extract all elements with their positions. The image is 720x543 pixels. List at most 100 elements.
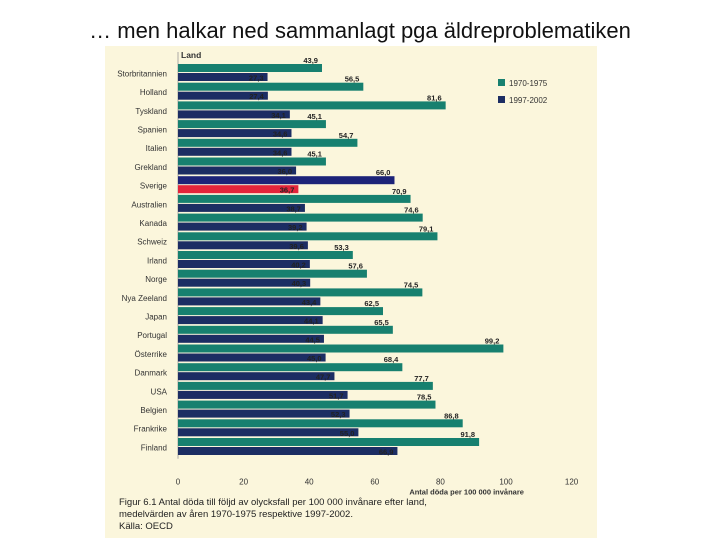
bar-1970-1975 [178, 288, 423, 297]
bar-1970-1975 [178, 213, 423, 222]
bar-value-label-1970-1975: 45,1 [307, 112, 322, 121]
category-label: Holland [140, 88, 167, 97]
bar-value-label-1970-1975: 62,5 [364, 299, 379, 308]
category-label: Tyskland [135, 107, 167, 116]
bar-value-label-1970-1975: 70,9 [392, 187, 407, 196]
bar-1997-2002 [178, 260, 310, 268]
bar-value-label-1997-2002: 52,3 [331, 410, 346, 419]
category-label: Grekland [135, 163, 167, 172]
bar-value-label-1997-2002: 39,2 [288, 223, 303, 232]
bar-value-label-1997-2002: 40,2 [291, 261, 306, 270]
legend-label-1: 1970-1975 [509, 79, 548, 88]
category-label: Kanada [139, 219, 167, 228]
caption-line-1: Figur 6.1 Antal döda till följd av olyck… [119, 497, 427, 508]
category-label: Nya Zeeland [122, 294, 167, 303]
chart-panel: Land 1970-1975 1997-2002 Storbritannien 43,9… [105, 46, 597, 538]
category-label: Storbritannien [117, 69, 167, 78]
bar-value-label-1970-1975: 79,1 [419, 224, 434, 233]
slide-title: … men halkar ned sammanlagt pga äldrepro… [89, 18, 631, 43]
caption-line-2: medelvärden av åren 1970-1975 respektive… [119, 509, 353, 520]
bar-1997-2002 [178, 91, 268, 100]
bar-value-label-1997-2002: 39,6 [289, 242, 304, 251]
bar-value-label-1970-1975: 53,3 [334, 243, 349, 252]
bar-1997-2002 [178, 241, 308, 250]
bar-value-label-1970-1975: 65,5 [374, 318, 389, 327]
bar-1970-1975 [178, 251, 353, 259]
bar-1997-2002 [178, 129, 292, 138]
legend-swatch-1 [498, 79, 505, 86]
bar-1997-2002 [178, 147, 292, 156]
x-tick-label: 120 [565, 478, 579, 487]
legend-label-2: 1997-2002 [509, 96, 548, 105]
bar-1997-2002 [178, 297, 321, 306]
bar-1970-1975 [178, 138, 358, 147]
bar-value-label-1997-2002: 55,0 [340, 429, 355, 438]
bar-value-label-1997-2002: 51,7 [329, 391, 344, 400]
x-tick-label: 100 [499, 478, 513, 487]
bar-value-label-1997-2002: 66,9 [379, 448, 394, 457]
bar-value-label-1970-1975: 54,7 [339, 131, 354, 140]
x-tick-label: 80 [436, 478, 445, 487]
bar-1970-1975 [178, 157, 326, 166]
category-label: Norge [145, 275, 167, 284]
bar-value-label-1997-2002: 45,0 [307, 354, 322, 363]
bar-value-label-1970-1975: 68,4 [384, 355, 399, 364]
bar-1970-1975 [178, 381, 433, 390]
x-tick-label: 40 [305, 478, 314, 487]
bar-1997-2002 [178, 409, 350, 418]
category-label: USA [151, 387, 168, 396]
bar-1970-1975 [178, 232, 438, 241]
category-label: Irland [147, 256, 167, 265]
bar-value-label-1970-1975: 57,6 [348, 262, 363, 271]
category-label: Japan [145, 312, 167, 321]
bar-1997-2002 [178, 222, 307, 231]
legend-swatch-2 [498, 96, 505, 103]
bar-1970-1975 [178, 325, 393, 334]
caption-source: Källa: OECD [119, 521, 173, 532]
bar-value-label-1997-2002: 44,5 [305, 335, 320, 344]
bar-value-label-1997-2002: 36,0 [277, 167, 292, 176]
bar-1970-1975 [178, 176, 395, 185]
category-label: Frankrike [134, 425, 168, 434]
x-tick-label: 60 [370, 478, 379, 487]
bar-value-label-1997-2002: 34,6 [273, 130, 288, 139]
bar-1997-2002 [178, 334, 324, 343]
category-label: Belgien [140, 406, 167, 415]
bar-1997-2002 [178, 278, 311, 287]
category-label: Sverige [140, 182, 168, 191]
bar-1997-2002 [178, 166, 297, 175]
bar-1970-1975 [178, 120, 326, 129]
bar-1970-1975 [178, 438, 480, 446]
x-tick-label: 0 [176, 478, 181, 487]
bar-value-label-1997-2002: 44,1 [304, 317, 319, 326]
bar-1997-2002 [178, 353, 326, 362]
category-label: Schweiz [137, 238, 167, 247]
category-label: Spanien [138, 125, 167, 134]
bar-1997-2002 [178, 390, 348, 399]
bar-value-label-1970-1975: 81,6 [427, 93, 442, 102]
bar-1997-2002 [178, 372, 335, 381]
x-tick-label: 20 [239, 478, 248, 487]
bar-1997-2002 [178, 203, 305, 212]
category-label: Australien [131, 200, 167, 209]
bar-value-label-1970-1975: 56,5 [345, 75, 360, 84]
bar-value-label-1997-2002: 47,7 [316, 373, 331, 382]
category-label: Österrike [135, 350, 168, 359]
bar-value-label-1970-1975: 99,2 [485, 337, 500, 346]
bar-value-label-1997-2002: 27,4 [249, 92, 264, 101]
x-axis-title: Antal döda per 100 000 invånare [409, 488, 524, 497]
bar-value-label-1997-2002: 34,1 [271, 111, 286, 120]
bar-value-label-1970-1975: 66,0 [376, 168, 391, 177]
bar-1997-2002 [178, 447, 398, 455]
bar-1970-1975 [178, 419, 463, 428]
bar-value-label-1997-2002: 38,7 [286, 204, 301, 213]
category-label: Finland [141, 443, 167, 452]
bar-value-label-1970-1975: 91,8 [460, 430, 475, 439]
bar-1970-1975 [178, 194, 411, 203]
bar-value-label-1997-2002: 27,3 [249, 74, 264, 83]
bar-1997-2002 [178, 73, 268, 81]
bar-value-label-1970-1975: 45,1 [307, 150, 322, 159]
bar-chart: Land 1970-1975 1997-2002 Storbritannien 43,9… [117, 50, 579, 497]
y-axis-title: Land [181, 50, 201, 60]
bar-1997-2002 [178, 110, 290, 119]
